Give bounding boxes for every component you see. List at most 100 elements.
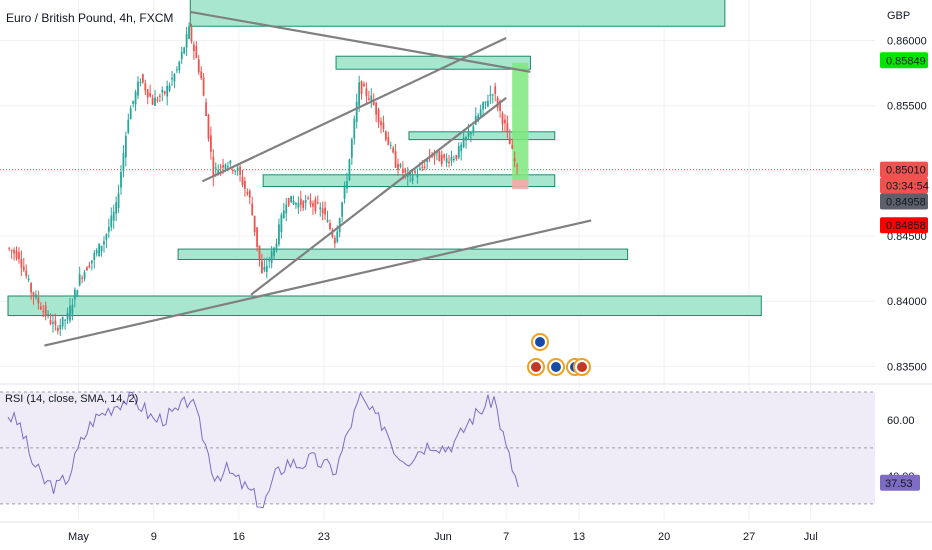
candle-body <box>377 109 380 123</box>
event-flag-icon <box>535 337 545 347</box>
trendline[interactable] <box>190 10 531 73</box>
candle-body <box>168 85 171 91</box>
candle-body <box>190 26 193 42</box>
candle-body <box>154 97 156 106</box>
candle-body <box>151 98 154 105</box>
trendline[interactable] <box>44 219 592 347</box>
candle-body <box>98 243 101 257</box>
candle-body <box>251 203 254 216</box>
horizontal-zone[interactable] <box>335 55 531 70</box>
target-box[interactable] <box>512 62 529 181</box>
candle-body <box>236 167 239 172</box>
candle-body <box>263 266 266 271</box>
candle-body <box>287 197 290 206</box>
candle-body <box>124 135 127 158</box>
candle-body <box>365 88 368 97</box>
rsi-line <box>7 391 519 509</box>
economic-events[interactable] <box>527 333 591 376</box>
candle-body <box>10 249 13 251</box>
price-label-text: 0.84958 <box>886 197 926 209</box>
candle-body <box>346 181 348 189</box>
candle-body <box>61 316 64 327</box>
candle-body <box>175 69 178 71</box>
trendlines[interactable] <box>44 10 592 347</box>
candle-body <box>508 138 511 145</box>
candle-body <box>299 198 302 206</box>
candle-body <box>389 144 392 146</box>
candle-body <box>8 247 11 249</box>
candle-body <box>15 250 18 259</box>
horizontal-zone[interactable] <box>408 131 556 141</box>
candle-body <box>127 119 130 133</box>
trendline[interactable] <box>250 97 507 296</box>
candle-body <box>426 160 429 162</box>
candle-body <box>397 163 399 170</box>
candle-body <box>448 161 450 164</box>
candle-body <box>71 304 74 314</box>
candle-body <box>484 101 487 104</box>
candle-body <box>64 319 67 321</box>
candle-body <box>244 181 246 189</box>
candle-body <box>353 118 356 139</box>
date-tick-label: 16 <box>233 531 245 543</box>
horizontal-zone[interactable] <box>177 248 629 261</box>
candle-body <box>409 171 412 176</box>
candle-body <box>20 258 23 268</box>
candle-body <box>360 81 363 94</box>
rsi-tick-label: 60.00 <box>887 415 915 427</box>
candle-body <box>161 89 164 93</box>
candle-body <box>195 46 198 58</box>
horizontal-zone[interactable] <box>7 295 762 317</box>
trendline[interactable] <box>201 36 507 183</box>
candle-body <box>18 252 20 260</box>
candle-body <box>110 215 113 228</box>
candle-body <box>224 164 227 169</box>
date-axis[interactable]: May 9 16 23 Jun 7 13 20 27 Jul <box>0 521 932 543</box>
candle-body <box>350 139 353 158</box>
horizontal-zone[interactable] <box>189 0 726 27</box>
candle-body <box>246 192 249 194</box>
candle-body <box>141 74 144 83</box>
horizontal-zone[interactable] <box>262 174 556 188</box>
price-label-badge <box>880 193 928 210</box>
stop-box[interactable] <box>512 180 529 190</box>
candle-body <box>171 78 173 80</box>
candle-body <box>312 203 314 207</box>
candle-body <box>134 91 137 105</box>
price-tick-label: 0.84000 <box>887 296 927 308</box>
symbol-title[interactable]: Euro / British Pound, 4h, FXCM <box>6 11 173 25</box>
candle-body <box>105 234 108 240</box>
candle-body <box>491 94 494 96</box>
candle-body <box>273 247 275 256</box>
date-tick-label: 27 <box>743 531 755 543</box>
candle-body <box>496 97 499 108</box>
candle-body <box>421 167 424 169</box>
candle-body <box>431 156 433 158</box>
price-axis[interactable]: 0.860000.855000.850000.845000.840000.835… <box>880 36 929 491</box>
rsi-title[interactable]: RSI (14, close, SMA, 14, 2) <box>5 393 138 405</box>
candle-body <box>343 185 346 199</box>
candle-body <box>506 122 509 132</box>
candle-body <box>248 190 251 198</box>
candle-body <box>348 159 351 181</box>
candle-body <box>93 253 96 261</box>
date-tick-label: 9 <box>151 531 157 543</box>
candle-body <box>13 249 15 254</box>
candle-body <box>229 160 232 164</box>
candle-body <box>504 119 506 124</box>
candle-body <box>487 100 489 107</box>
candle-body <box>49 320 52 325</box>
candle-body <box>290 195 292 203</box>
candle-body <box>440 154 443 165</box>
position-boxes[interactable] <box>512 62 529 190</box>
candle-body <box>399 164 402 167</box>
candle-body <box>192 44 195 51</box>
candle-body <box>185 33 188 48</box>
candle-body <box>482 102 484 110</box>
event-flag-icon <box>531 362 541 372</box>
currency-label: GBP <box>887 10 910 22</box>
candle-body <box>253 215 256 233</box>
candle-body <box>81 277 84 279</box>
candle-body <box>256 227 258 247</box>
